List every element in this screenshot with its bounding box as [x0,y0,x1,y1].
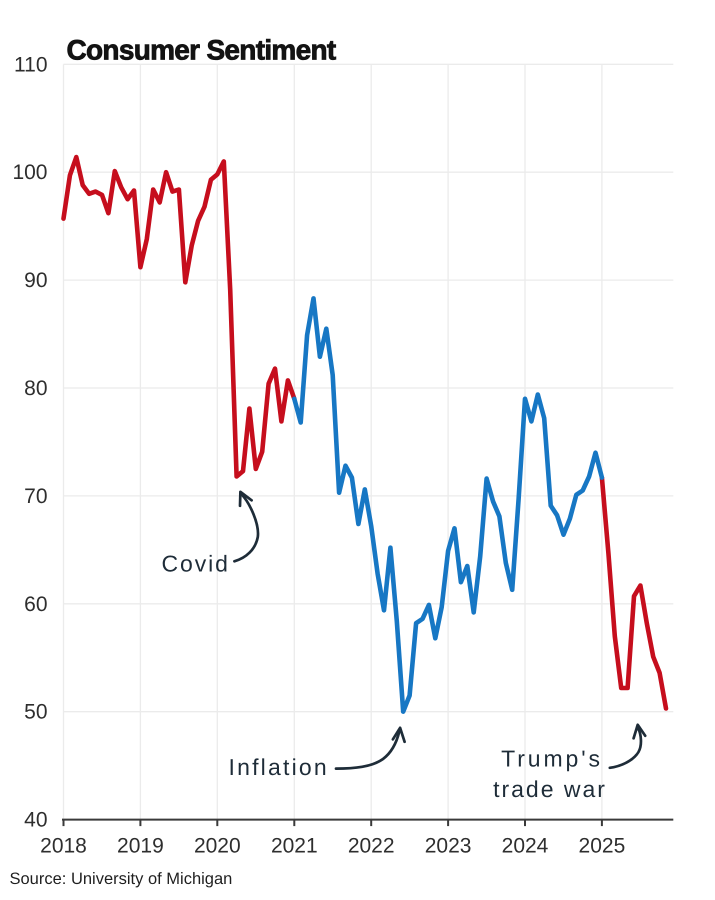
svg-text:90: 90 [24,269,47,292]
svg-text:80: 80 [24,377,47,400]
svg-text:2021: 2021 [271,835,318,858]
svg-text:Source: University of Michigan: Source: University of Michigan [10,870,233,888]
svg-text:50: 50 [24,701,47,724]
svg-text:Trump's: Trump's [501,746,603,772]
svg-text:2018: 2018 [40,835,87,858]
svg-text:2019: 2019 [117,835,164,858]
svg-text:110: 110 [14,53,47,76]
svg-text:2020: 2020 [194,835,241,858]
svg-text:Inflation: Inflation [229,754,329,780]
svg-text:2025: 2025 [579,835,626,858]
svg-text:2024: 2024 [502,835,549,858]
svg-text:60: 60 [24,593,47,616]
svg-text:2022: 2022 [348,835,395,858]
svg-text:Consumer Sentiment: Consumer Sentiment [67,35,336,66]
svg-text:100: 100 [12,161,47,184]
svg-text:2023: 2023 [425,835,472,858]
svg-text:trade war: trade war [493,776,607,802]
svg-text:70: 70 [24,485,47,508]
svg-text:Covid: Covid [162,551,230,577]
svg-text:40: 40 [24,809,47,832]
